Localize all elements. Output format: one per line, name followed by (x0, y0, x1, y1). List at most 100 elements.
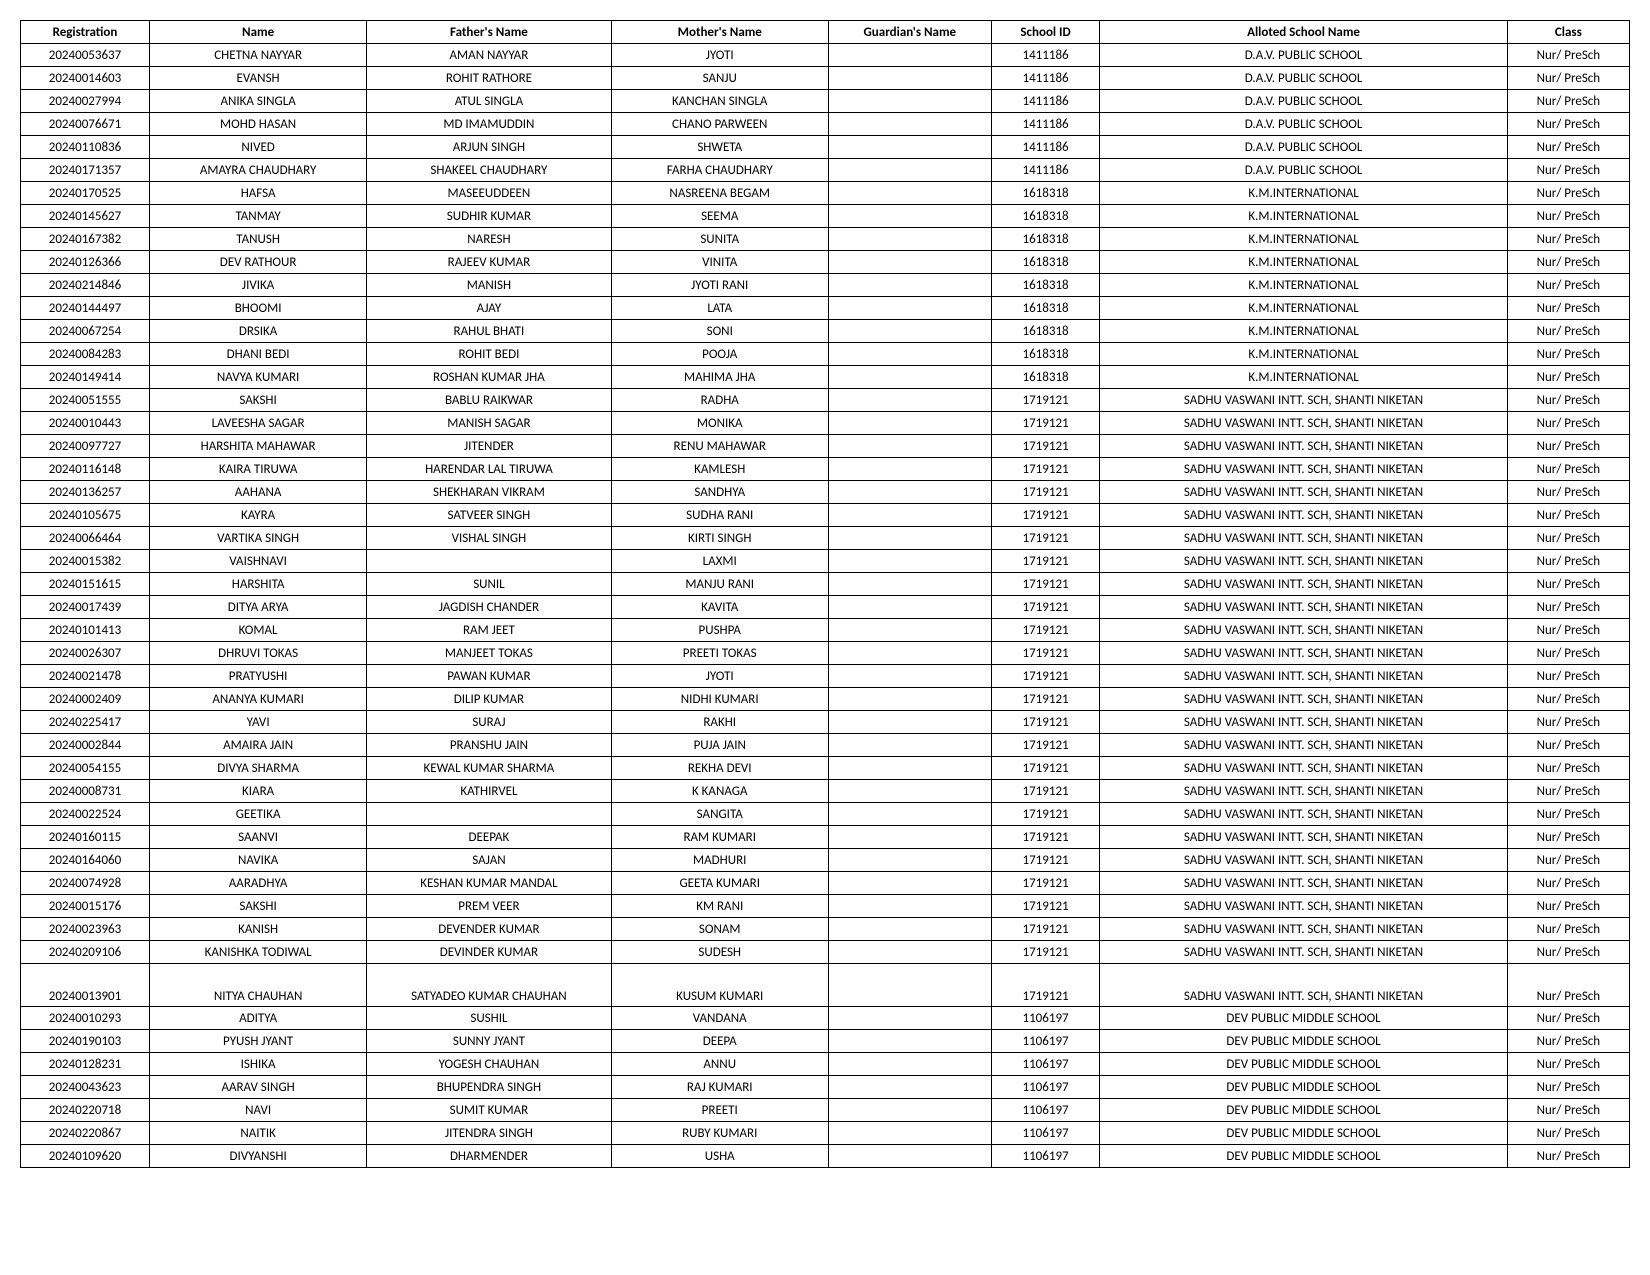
table-cell: 1719121 (991, 849, 1100, 872)
table-row: 20240136257AAHANASHEKHARAN VIKRAMSANDHYA… (21, 481, 1630, 504)
table-row: 20240105675KAYRASATVEER SINGHSUDHA RANI1… (21, 504, 1630, 527)
table-cell: Nur/ PreSch (1507, 849, 1629, 872)
table-cell: 20240067254 (21, 320, 150, 343)
table-cell: 1719121 (991, 734, 1100, 757)
table-cell (828, 826, 991, 849)
table-cell: KAIRA TIRUWA (149, 458, 366, 481)
table-cell: 1719121 (991, 711, 1100, 734)
table-cell: Nur/ PreSch (1507, 1099, 1629, 1122)
table-cell (828, 435, 991, 458)
table-cell: MOHD HASAN (149, 113, 366, 136)
table-cell: SADHU VASWANI INTT. SCH, SHANTI NIKETAN (1100, 389, 1507, 412)
table-cell: FARHA CHAUDHARY (611, 159, 828, 182)
table-cell: 1719121 (991, 550, 1100, 573)
table-cell: NITYA CHAUHAN (149, 964, 366, 1007)
table-row: 20240022524GEETIKASANGITA1719121SADHU VA… (21, 803, 1630, 826)
table-cell: SADHU VASWANI INTT. SCH, SHANTI NIKETAN (1100, 688, 1507, 711)
table-cell: Nur/ PreSch (1507, 550, 1629, 573)
table-cell: 1106197 (991, 1122, 1100, 1145)
table-cell: 20240053637 (21, 44, 150, 67)
table-cell: SADHU VASWANI INTT. SCH, SHANTI NIKETAN (1100, 596, 1507, 619)
table-cell: D.A.V. PUBLIC SCHOOL (1100, 44, 1507, 67)
table-cell: JYOTI (611, 44, 828, 67)
table-cell (828, 389, 991, 412)
table-cell: MD IMAMUDDIN (367, 113, 611, 136)
table-cell: AMAIRA JAIN (149, 734, 366, 757)
table-cell (828, 44, 991, 67)
table-cell: 20240021478 (21, 665, 150, 688)
table-cell: DILIP KUMAR (367, 688, 611, 711)
table-cell: DEV PUBLIC MIDDLE SCHOOL (1100, 1076, 1507, 1099)
table-cell: AJAY (367, 297, 611, 320)
table-cell: MAHIMA JHA (611, 366, 828, 389)
table-cell: 20240027994 (21, 90, 150, 113)
table-row: 20240109620DIVYANSHIDHARMENDERUSHA110619… (21, 1145, 1630, 1168)
table-row: 20240043623AARAV SINGHBHUPENDRA SINGHRAJ… (21, 1076, 1630, 1099)
table-cell: Nur/ PreSch (1507, 458, 1629, 481)
table-cell: Nur/ PreSch (1507, 44, 1629, 67)
table-cell: 1719121 (991, 596, 1100, 619)
table-cell: 1618318 (991, 320, 1100, 343)
table-cell: KIRTI SINGH (611, 527, 828, 550)
table-cell (828, 113, 991, 136)
table-row: 20240116148KAIRA TIRUWAHARENDAR LAL TIRU… (21, 458, 1630, 481)
table-cell: 1719121 (991, 780, 1100, 803)
table-cell: K KANAGA (611, 780, 828, 803)
table-cell: 20240010293 (21, 1007, 150, 1030)
table-cell: HAFSA (149, 182, 366, 205)
table-cell: KM RANI (611, 895, 828, 918)
table-cell: PREM VEER (367, 895, 611, 918)
table-cell: USHA (611, 1145, 828, 1168)
table-cell: K.M.INTERNATIONAL (1100, 251, 1507, 274)
table-cell: 1106197 (991, 1030, 1100, 1053)
table-row: 20240214846JIVIKAMANISHJYOTI RANI1618318… (21, 274, 1630, 297)
table-row: 20240014603EVANSHROHIT RATHORESANJU14111… (21, 67, 1630, 90)
table-cell: 1618318 (991, 366, 1100, 389)
table-cell (828, 205, 991, 228)
table-cell: SEEMA (611, 205, 828, 228)
table-cell: 20240017439 (21, 596, 150, 619)
table-cell: Nur/ PreSch (1507, 826, 1629, 849)
table-cell: SADHU VASWANI INTT. SCH, SHANTI NIKETAN (1100, 757, 1507, 780)
table-row: 20240170525HAFSAMASEEUDDEENNASREENA BEGA… (21, 182, 1630, 205)
table-cell: 1618318 (991, 274, 1100, 297)
table-cell: Nur/ PreSch (1507, 619, 1629, 642)
table-row: 20240151615HARSHITASUNILMANJU RANI171912… (21, 573, 1630, 596)
column-header: Registration (21, 21, 150, 44)
table-cell: JIVIKA (149, 274, 366, 297)
table-cell: 1618318 (991, 182, 1100, 205)
table-cell: SADHU VASWANI INTT. SCH, SHANTI NIKETAN (1100, 573, 1507, 596)
table-cell: RAJ KUMARI (611, 1076, 828, 1099)
table-cell: Nur/ PreSch (1507, 734, 1629, 757)
table-cell: DHRUVI TOKAS (149, 642, 366, 665)
table-cell: ANIKA SINGLA (149, 90, 366, 113)
table-cell: KANISHKA TODIWAL (149, 941, 366, 964)
table-cell: 20240171357 (21, 159, 150, 182)
table-cell: ADITYA (149, 1007, 366, 1030)
table-cell: SANGITA (611, 803, 828, 826)
table-cell: KAVITA (611, 596, 828, 619)
table-cell: SADHU VASWANI INTT. SCH, SHANTI NIKETAN (1100, 849, 1507, 872)
table-cell: 1411186 (991, 159, 1100, 182)
table-cell: YOGESH CHAUHAN (367, 1053, 611, 1076)
table-cell: TANMAY (149, 205, 366, 228)
column-header: Guardian's Name (828, 21, 991, 44)
table-cell: Nur/ PreSch (1507, 941, 1629, 964)
table-cell: Nur/ PreSch (1507, 435, 1629, 458)
table-row: 20240076671MOHD HASANMD IMAMUDDINCHANO P… (21, 113, 1630, 136)
table-cell: DITYA ARYA (149, 596, 366, 619)
table-cell: 20240074928 (21, 872, 150, 895)
table-row: 20240084283DHANI BEDIROHIT BEDIPOOJA1618… (21, 343, 1630, 366)
table-cell: VISHAL SINGH (367, 527, 611, 550)
table-cell: SATVEER SINGH (367, 504, 611, 527)
table-cell: 20240190103 (21, 1030, 150, 1053)
table-cell: AARADHYA (149, 872, 366, 895)
table-cell (828, 803, 991, 826)
table-cell: NASREENA BEGAM (611, 182, 828, 205)
table-cell: 20240225417 (21, 711, 150, 734)
table-cell: NIDHI KUMARI (611, 688, 828, 711)
table-cell: SONI (611, 320, 828, 343)
table-cell: Nur/ PreSch (1507, 711, 1629, 734)
table-cell: 20240151615 (21, 573, 150, 596)
table-cell: K.M.INTERNATIONAL (1100, 182, 1507, 205)
